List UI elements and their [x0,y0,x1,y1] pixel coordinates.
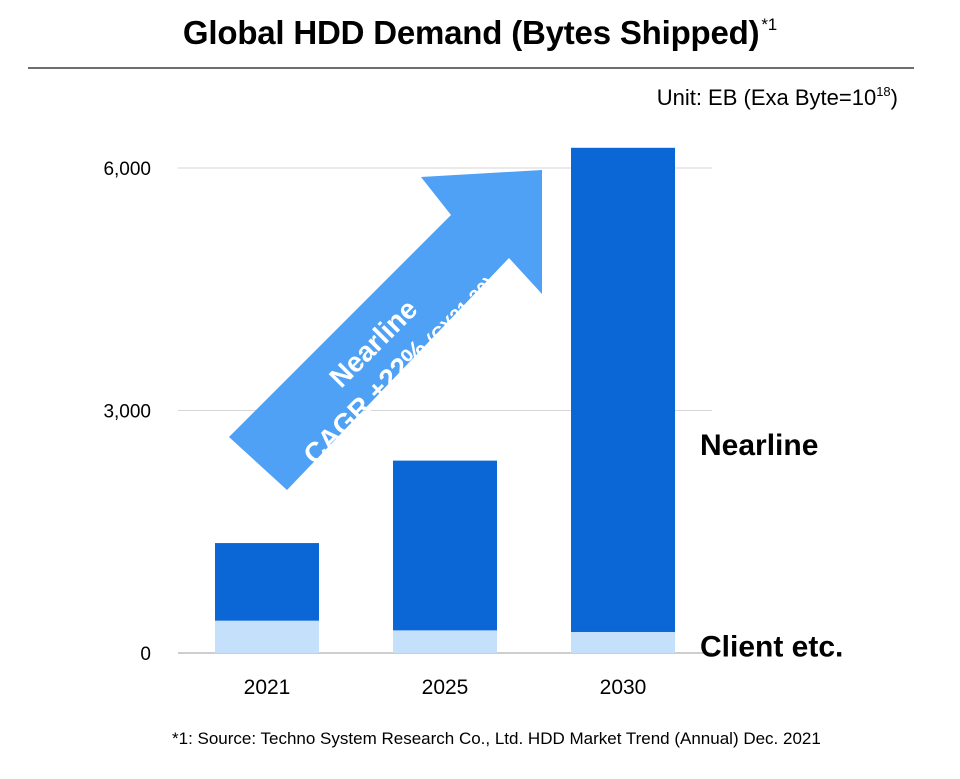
series-label-nearline: Nearline [700,429,818,462]
chart-title-text: Global HDD Demand (Bytes Shipped) [182,14,760,51]
y-tick-label: 0 [140,644,151,665]
bar-client-etc--2021 [215,620,319,653]
unit-label: Unit: EB (Exa Byte=1018) [657,84,898,111]
unit-suffix: ) [890,85,898,110]
bars [215,147,675,653]
unit-prefix: Unit: EB (Exa Byte=10 [656,85,877,110]
bar-client-etc--2030 [571,631,675,653]
chart-title: Global HDD Demand (Bytes Shipped) *1 [0,14,960,52]
x-axis-tick-labels: 2021 2025 2030 [244,676,647,699]
y-tick-label: 6,000 [103,159,151,180]
x-tick-label: 2025 [422,676,469,699]
x-tick-label: 2030 [600,676,647,699]
source-footnote: *1: Source: Techno System Research Co., … [172,729,821,748]
bar-nearline-2021 [215,543,319,621]
title-footnote-mark: *1 [761,15,778,34]
series-label-client-etc-: Client etc. [700,630,843,663]
series-labels: Client etc. Nearline [700,429,843,664]
bar-nearline-2025 [393,460,497,631]
growth-arrow: Nearline CAGR +22%(CY21-30) [229,170,542,490]
title-divider [28,67,914,69]
bar-nearline-2030 [571,147,675,632]
bar-client-etc--2025 [393,630,497,653]
y-tick-label: 3,000 [103,402,151,423]
growth-arrow-shape [229,170,542,490]
x-tick-label: 2021 [244,676,291,699]
y-axis-tick-labels: 0 3,000 6,000 [103,159,151,665]
unit-exponent: 18 [876,84,891,99]
